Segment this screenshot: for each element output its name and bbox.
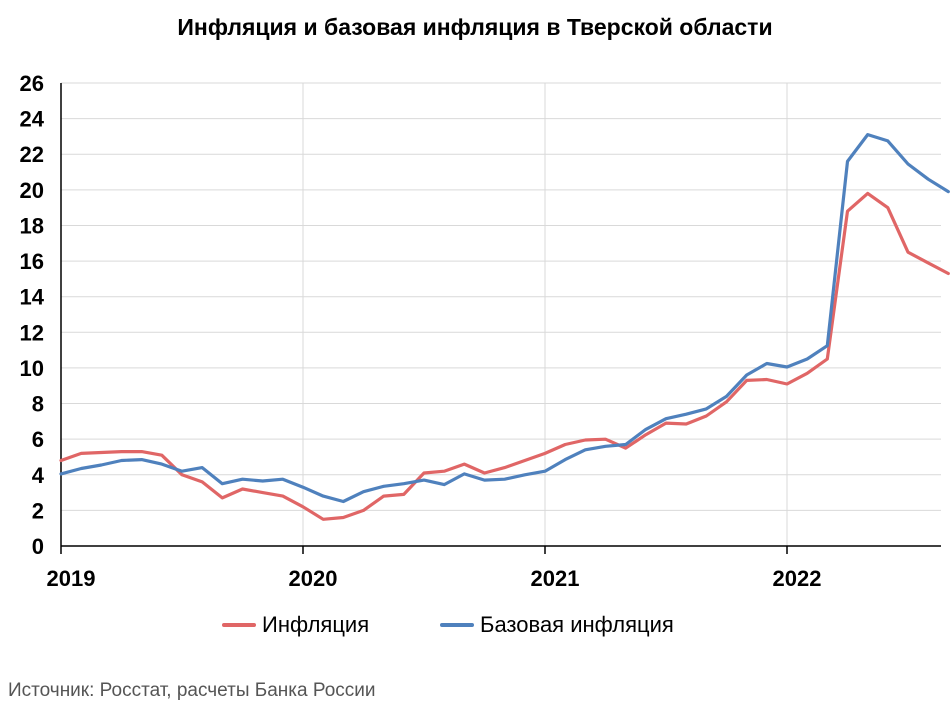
y-tick-label: 22	[20, 142, 44, 167]
y-tick-label: 0	[32, 534, 44, 559]
x-axis-ticks: 2019 2020 2021 2022	[47, 546, 822, 591]
y-tick-label: 16	[20, 249, 44, 274]
y-tick-label: 10	[20, 356, 44, 381]
gridlines	[61, 82, 941, 546]
legend-label-core-inflation: Базовая инфляция	[480, 612, 674, 637]
y-tick-label: 2	[32, 498, 44, 523]
series-line-inflation	[59, 191, 950, 521]
y-tick-label: 24	[20, 107, 45, 132]
x-tick-label: 2021	[531, 566, 580, 591]
legend-item-core-inflation: Базовая инфляция	[440, 612, 674, 638]
source-note: Источник: Росстат, расчеты Банка России	[8, 680, 376, 701]
legend-swatch-core-inflation	[440, 623, 474, 627]
x-tick-label: 2020	[289, 566, 338, 591]
series-lines	[59, 133, 950, 521]
y-tick-label: 4	[32, 463, 45, 488]
y-tick-label: 18	[20, 213, 44, 238]
y-tick-label: 20	[20, 178, 44, 203]
legend-item-inflation: Инфляция	[222, 612, 369, 638]
y-tick-label: 12	[20, 320, 44, 345]
series-line-core-inflation	[59, 133, 950, 504]
legend-label-inflation: Инфляция	[262, 612, 370, 637]
y-tick-label: 14	[20, 285, 45, 310]
y-tick-label: 8	[32, 392, 44, 417]
chart-title: Инфляция и базовая инфляция в Тверской о…	[177, 14, 773, 40]
y-tick-label: 26	[20, 71, 44, 96]
legend-swatch-inflation	[222, 623, 256, 627]
axes	[60, 83, 941, 547]
x-tick-label: 2019	[47, 566, 96, 591]
y-tick-label: 6	[32, 427, 44, 452]
x-tick-label: 2022	[773, 566, 822, 591]
